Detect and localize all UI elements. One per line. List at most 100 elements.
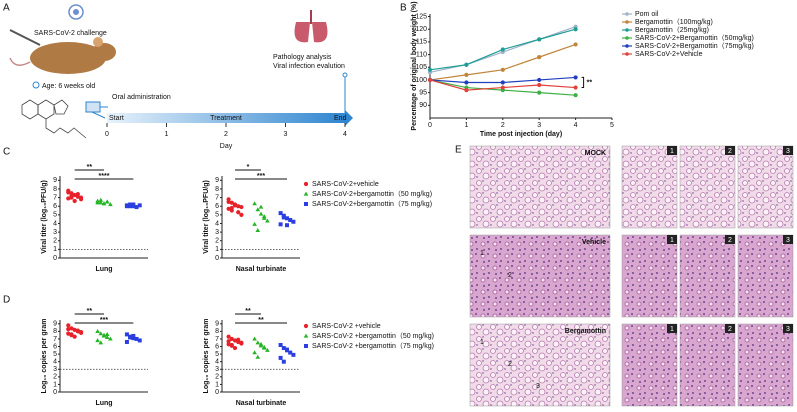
- annotation: ***: [257, 173, 265, 180]
- y-tick-label: 4: [53, 220, 57, 227]
- point: [537, 55, 542, 60]
- y-tick-label: 8: [53, 328, 57, 335]
- y-tick-label: 7: [53, 194, 57, 201]
- point: [278, 343, 283, 348]
- point: [573, 93, 578, 98]
- point: [226, 334, 231, 339]
- y-tick-label: 9: [215, 177, 219, 184]
- point: [236, 210, 241, 215]
- point: [232, 345, 238, 351]
- point: [573, 75, 578, 80]
- category-label: Lung: [95, 266, 112, 273]
- y-axis-label: Percentage of original body weight (%): [411, 1, 418, 130]
- y-axis-label: Viral titer (log₁₀PFU/g): [203, 180, 210, 254]
- y-tick-label: 3: [215, 366, 219, 373]
- y-axis-label: Log₁₀ copies per gram: [41, 319, 48, 394]
- legend-label: Pom oil: [635, 11, 659, 18]
- tick-label: 2: [224, 131, 228, 138]
- y-tick-label: 8: [53, 186, 57, 193]
- point: [304, 202, 308, 206]
- point: [104, 335, 110, 340]
- annotation: *: [247, 164, 250, 171]
- point: [72, 192, 77, 198]
- schematic-art: [9, 4, 353, 139]
- annotation: **: [87, 164, 93, 171]
- point: [232, 338, 238, 343]
- histology: E MOCK 1 2 3 Vehicle 1 2 1 2 3 Bergamottin 1 2 3 1 2 3: [455, 145, 794, 407]
- axis-label: Day: [220, 143, 233, 150]
- chart: 0 12 3 45 6 78 9 Viral titer (log₁₀PFU/g) Nasal …: [203, 164, 300, 273]
- y-axis-label: Log₁₀ copies per gram: [203, 319, 210, 394]
- point: [464, 80, 469, 85]
- micrograph: [469, 145, 611, 229]
- tile-tag: [725, 235, 735, 244]
- point: [500, 67, 505, 72]
- point: [239, 212, 244, 217]
- y-tick-label: 6: [215, 203, 219, 210]
- point: [500, 85, 505, 90]
- annotation: ****: [99, 173, 110, 180]
- tile-tag: [725, 146, 735, 155]
- legend-label: SARS-CoV-2+bergamottin（50 mg/kg): [312, 190, 432, 198]
- annotation: **: [87, 308, 93, 315]
- legend-swatch: [625, 36, 629, 40]
- point: [66, 331, 71, 336]
- y-tick-label: 110: [416, 51, 427, 58]
- tick-label: 3: [284, 131, 288, 138]
- category-label: Nasal turbinate: [236, 266, 287, 273]
- x-tick-label: 0: [428, 122, 432, 129]
- y-tick-label: 105: [415, 64, 427, 71]
- point: [134, 336, 139, 341]
- point: [104, 199, 110, 204]
- point: [255, 354, 261, 359]
- y-tick-label: 6: [53, 343, 57, 350]
- tile-label: 2: [728, 148, 732, 155]
- point: [131, 204, 136, 209]
- point: [288, 350, 293, 355]
- micrograph-tile: [621, 145, 678, 229]
- y-tick-label: 2: [53, 238, 57, 245]
- point: [537, 90, 542, 95]
- y-tick-label: 95: [419, 89, 427, 96]
- y-tick-label: 125: [415, 13, 427, 20]
- point: [229, 205, 234, 211]
- micrograph-tile: [737, 145, 794, 229]
- region-label: 2: [508, 272, 512, 279]
- micrograph-tile: [737, 234, 794, 318]
- point: [265, 218, 270, 223]
- row-label: Bergamottin: [565, 328, 606, 335]
- y-tick-label: 4: [53, 359, 57, 366]
- point: [226, 342, 231, 347]
- point: [464, 87, 469, 93]
- point: [303, 191, 309, 196]
- point: [98, 197, 104, 202]
- point: [278, 222, 283, 227]
- legend-label: SARS-CoV-2 +bergamottin（50 mg/kg): [312, 332, 434, 340]
- point: [278, 211, 283, 216]
- label: End: [334, 115, 347, 122]
- point: [278, 355, 283, 360]
- label: Start: [109, 115, 124, 122]
- x-tick-label: 5: [610, 122, 614, 129]
- point: [573, 27, 578, 32]
- point: [304, 344, 308, 348]
- x-tick-label: 1: [464, 122, 468, 129]
- point: [229, 336, 234, 342]
- y-tick-label: 7: [53, 336, 57, 343]
- micrograph-tile: [679, 234, 736, 318]
- point: [108, 202, 113, 207]
- point: [537, 77, 542, 83]
- point: [128, 202, 133, 207]
- legend-label: SARS-CoV-2 +bergamottin（75 mg/kg): [312, 342, 434, 350]
- point: [124, 204, 129, 209]
- legend-swatch: [625, 20, 629, 24]
- point: [303, 333, 309, 338]
- point: [255, 340, 261, 345]
- y-tick-label: 7: [215, 194, 219, 201]
- point: [500, 47, 505, 52]
